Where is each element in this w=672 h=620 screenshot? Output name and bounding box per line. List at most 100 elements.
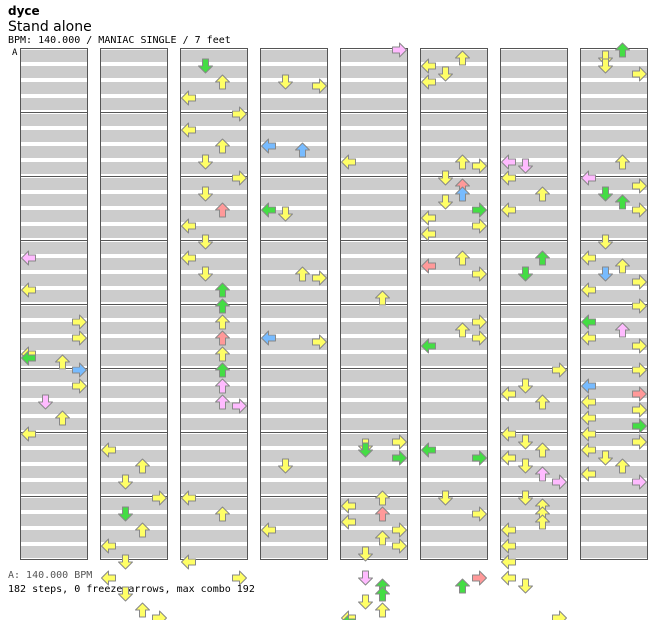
beat-stripe — [100, 210, 168, 222]
beat-stripe — [180, 498, 248, 510]
column-border — [100, 48, 168, 560]
step-arrow-right — [72, 378, 87, 394]
beat-stripe — [580, 82, 648, 94]
step-arrow-left — [501, 426, 516, 442]
step-arrow-right — [632, 66, 647, 82]
step-arrow-right — [632, 274, 647, 290]
step-arrow-right — [232, 570, 247, 586]
step-arrow-up — [375, 290, 390, 306]
beat-stripe — [180, 338, 248, 350]
beat-stripe — [260, 450, 328, 462]
beat-stripe — [20, 354, 88, 366]
step-arrow-right — [392, 538, 407, 554]
beat-stripe — [500, 546, 568, 558]
beat-stripe — [20, 498, 88, 510]
beat-stripe — [500, 482, 568, 494]
beat-stripe — [420, 82, 488, 94]
chart-column — [420, 48, 488, 560]
beat-stripe — [20, 194, 88, 206]
chart-column — [100, 48, 168, 560]
beat-stripe — [420, 434, 488, 446]
beat-stripe — [20, 66, 88, 78]
step-arrow-up — [215, 74, 230, 90]
chart-meta: BPM: 140.000 / MANIAC SINGLE / 7 feet — [8, 35, 231, 46]
beat-stripe — [20, 386, 88, 398]
step-arrow-up — [455, 322, 470, 338]
step-arrow-right — [312, 270, 327, 286]
step-arrow-up — [375, 506, 390, 522]
beat-stripe — [180, 50, 248, 62]
beat-stripe — [580, 98, 648, 110]
bpm-marker-label: A — [12, 48, 18, 58]
beat-stripe — [500, 434, 568, 446]
step-arrow-right — [312, 78, 327, 94]
step-arrow-up — [135, 602, 150, 618]
beat-stripe — [420, 466, 488, 478]
step-arrow-left — [421, 258, 436, 274]
step-arrow-up — [55, 410, 70, 426]
step-arrow-right — [392, 522, 407, 538]
beat-stripe — [340, 386, 408, 398]
beat-stripe — [100, 306, 168, 318]
beat-stripe — [340, 146, 408, 158]
beat-stripe — [180, 146, 248, 158]
beat-stripe — [580, 450, 648, 462]
beat-stripe — [500, 146, 568, 158]
beat-stripe — [580, 274, 648, 286]
beat-stripe — [260, 114, 328, 126]
step-arrow-right — [632, 338, 647, 354]
step-arrow-right — [472, 158, 487, 174]
step-arrow-right — [632, 298, 647, 314]
beat-stripe — [420, 194, 488, 206]
beat-stripe — [340, 402, 408, 414]
beat-stripe — [580, 434, 648, 446]
step-arrow-down — [278, 206, 293, 222]
beat-stripe — [100, 418, 168, 430]
step-arrow-right — [72, 330, 87, 346]
beat-stripe — [100, 258, 168, 270]
beat-stripe — [20, 290, 88, 302]
beat-stripe — [180, 290, 248, 302]
beat-stripe — [420, 514, 488, 526]
step-arrow-up — [615, 194, 630, 210]
step-arrow-left — [101, 442, 116, 458]
beat-stripe — [500, 178, 568, 190]
step-arrow-right — [72, 314, 87, 330]
beat-stripe — [340, 178, 408, 190]
step-arrow-right — [472, 266, 487, 282]
step-arrow-down — [438, 490, 453, 506]
step-arrow-right — [552, 610, 567, 620]
song-artist: dyce — [8, 4, 40, 18]
step-arrow-down — [438, 170, 453, 186]
step-arrow-right — [632, 434, 647, 450]
beat-stripe — [20, 178, 88, 190]
step-arrow-left — [421, 226, 436, 242]
beat-stripe — [100, 50, 168, 62]
beat-stripe — [580, 322, 648, 334]
beat-stripe — [20, 114, 88, 126]
beat-stripe — [260, 322, 328, 334]
beat-stripe — [580, 178, 648, 190]
step-arrow-down — [438, 194, 453, 210]
beat-stripe — [100, 386, 168, 398]
step-arrow-down — [198, 154, 213, 170]
beat-stripe — [420, 354, 488, 366]
beat-stripe — [180, 162, 248, 174]
beat-stripe — [580, 354, 648, 366]
beat-stripe — [340, 418, 408, 430]
beat-stripe — [340, 66, 408, 78]
beat-stripe — [180, 178, 248, 190]
step-arrow-left — [581, 378, 596, 394]
beat-stripe — [260, 466, 328, 478]
step-arrow-up — [215, 314, 230, 330]
step-arrow-up — [135, 522, 150, 538]
beat-stripe — [180, 194, 248, 206]
beat-stripe — [180, 82, 248, 94]
beat-stripe — [180, 546, 248, 558]
step-arrow-left — [581, 442, 596, 458]
beat-stripe — [20, 514, 88, 526]
step-arrow-left — [261, 330, 276, 346]
step-arrow-right — [632, 402, 647, 418]
beat-stripe — [180, 226, 248, 238]
